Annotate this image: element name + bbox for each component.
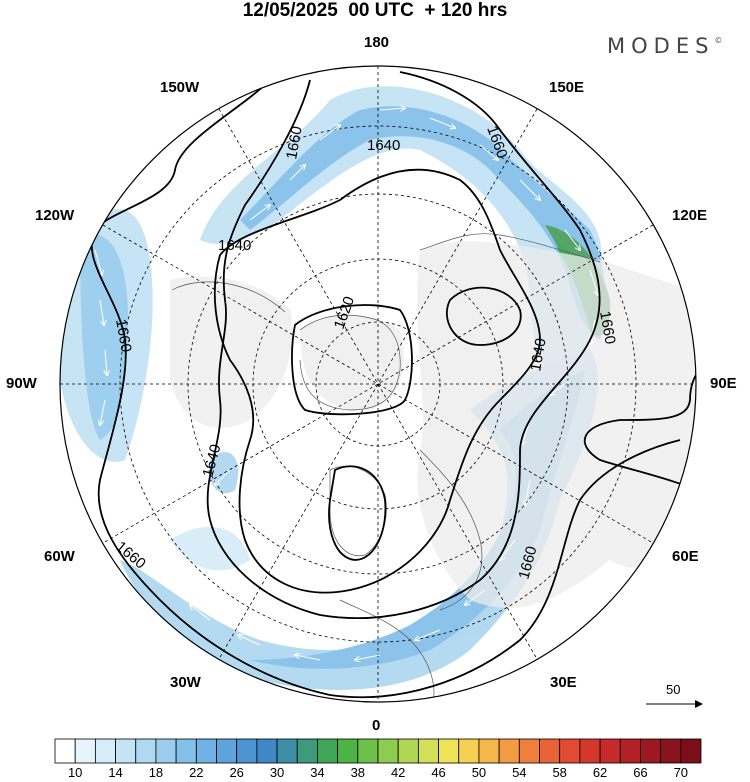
colorbar-swatch <box>660 738 682 764</box>
lon-label-0: 0 <box>372 717 381 734</box>
colorbar-swatch <box>155 738 177 764</box>
colorbar-tick-label: 10 <box>67 765 83 780</box>
reference-vector-arrow <box>646 700 703 708</box>
map-title: 12/05/2025 00 UTC + 120 hrs <box>242 0 508 21</box>
map-border <box>59 65 697 703</box>
lon-label-30e: 30E <box>550 674 577 691</box>
brand-logo: MODES© <box>607 34 722 58</box>
colorbar-swatch <box>417 738 439 764</box>
colorbar-swatch <box>599 738 621 764</box>
colorbar-swatch <box>640 738 662 764</box>
colorbar-tick-label: 42 <box>390 765 406 780</box>
colorbar-swatch <box>135 738 157 764</box>
contour-label: 1660 <box>112 318 135 354</box>
colorbar-tick-label: 46 <box>431 765 446 780</box>
colorbar-tick-label: 38 <box>350 765 366 780</box>
colorbar-swatch <box>680 738 702 764</box>
colorbar-swatch <box>74 738 96 764</box>
colorbar-swatch <box>498 738 520 764</box>
colorbar-swatch <box>296 738 318 764</box>
lon-label-150e: 150E <box>549 79 585 96</box>
contour-label: 1660 <box>283 125 306 161</box>
colorbar <box>54 738 702 764</box>
colorbar-swatch <box>559 738 581 764</box>
lon-label-120w: 120W <box>35 207 75 224</box>
colorbar-swatch <box>195 738 217 764</box>
colorbar-tick-label: 58 <box>552 765 567 780</box>
colorbar-swatch <box>337 738 359 764</box>
lon-label-60w: 60W <box>44 548 75 565</box>
colorbar-tick-label: 62 <box>592 765 608 780</box>
colorbar-swatch <box>115 738 137 764</box>
colorbar-tick-label: 26 <box>229 765 244 780</box>
colorbar-swatch <box>539 738 561 764</box>
colorbar-tick-label: 50 <box>471 765 487 780</box>
colorbar-swatch <box>256 738 278 764</box>
lon-label-90e: 90E <box>710 375 737 392</box>
graticule <box>60 66 696 702</box>
colorbar-tick-label: 18 <box>148 765 164 780</box>
colorbar-swatch <box>54 738 76 764</box>
contour-label: 1640 <box>367 137 400 154</box>
lon-label-180: 180 <box>364 34 390 51</box>
contour-label: 1660 <box>596 310 619 346</box>
colorbar-tick-label: 34 <box>310 765 325 780</box>
copyright-mark: © <box>714 36 723 45</box>
colorbar-swatch <box>276 738 298 764</box>
map-disc: 1660 1640 1660 1640 1620 1660 1640 1660 … <box>60 66 696 702</box>
wind-vectors <box>94 108 598 660</box>
lon-label-150w: 150W <box>160 79 200 96</box>
colorbar-tick-label: 70 <box>673 765 689 780</box>
colorbar-tick-label: 66 <box>633 765 648 780</box>
colorbar-tick-label: 54 <box>512 765 527 780</box>
lon-label-90w: 90W <box>6 375 37 392</box>
colorbar-swatch <box>377 738 399 764</box>
colorbar-tick-label: 30 <box>269 765 285 780</box>
reference-vector-label: 50 <box>666 682 681 697</box>
colorbar-swatch <box>458 738 480 764</box>
colorbar-swatch <box>317 738 339 764</box>
colorbar-swatch <box>619 738 641 764</box>
height-contours <box>90 71 696 699</box>
colorbar-swatch <box>236 738 258 764</box>
contour-label: 1640 <box>218 237 251 254</box>
colorbar-swatch <box>216 738 238 764</box>
colorbar-swatch <box>357 738 379 764</box>
colorbar-swatch <box>94 738 116 764</box>
brand-name: MODES <box>607 34 715 58</box>
colorbar-tick-label: 22 <box>189 765 204 780</box>
colorbar-swatch <box>438 738 460 764</box>
lon-label-120e: 120E <box>672 207 708 224</box>
colorbar-tick-label: 14 <box>108 765 123 780</box>
colorbar-swatch <box>579 738 601 764</box>
lon-label-30w: 30W <box>170 674 201 691</box>
lon-label-60e: 60E <box>672 548 699 565</box>
coastlines <box>171 233 601 702</box>
colorbar-swatch <box>397 738 419 764</box>
colorbar-swatch <box>518 738 540 764</box>
colorbar-swatch <box>478 738 500 764</box>
colorbar-swatch <box>175 738 197 764</box>
contour-label: 1640 <box>527 337 550 373</box>
